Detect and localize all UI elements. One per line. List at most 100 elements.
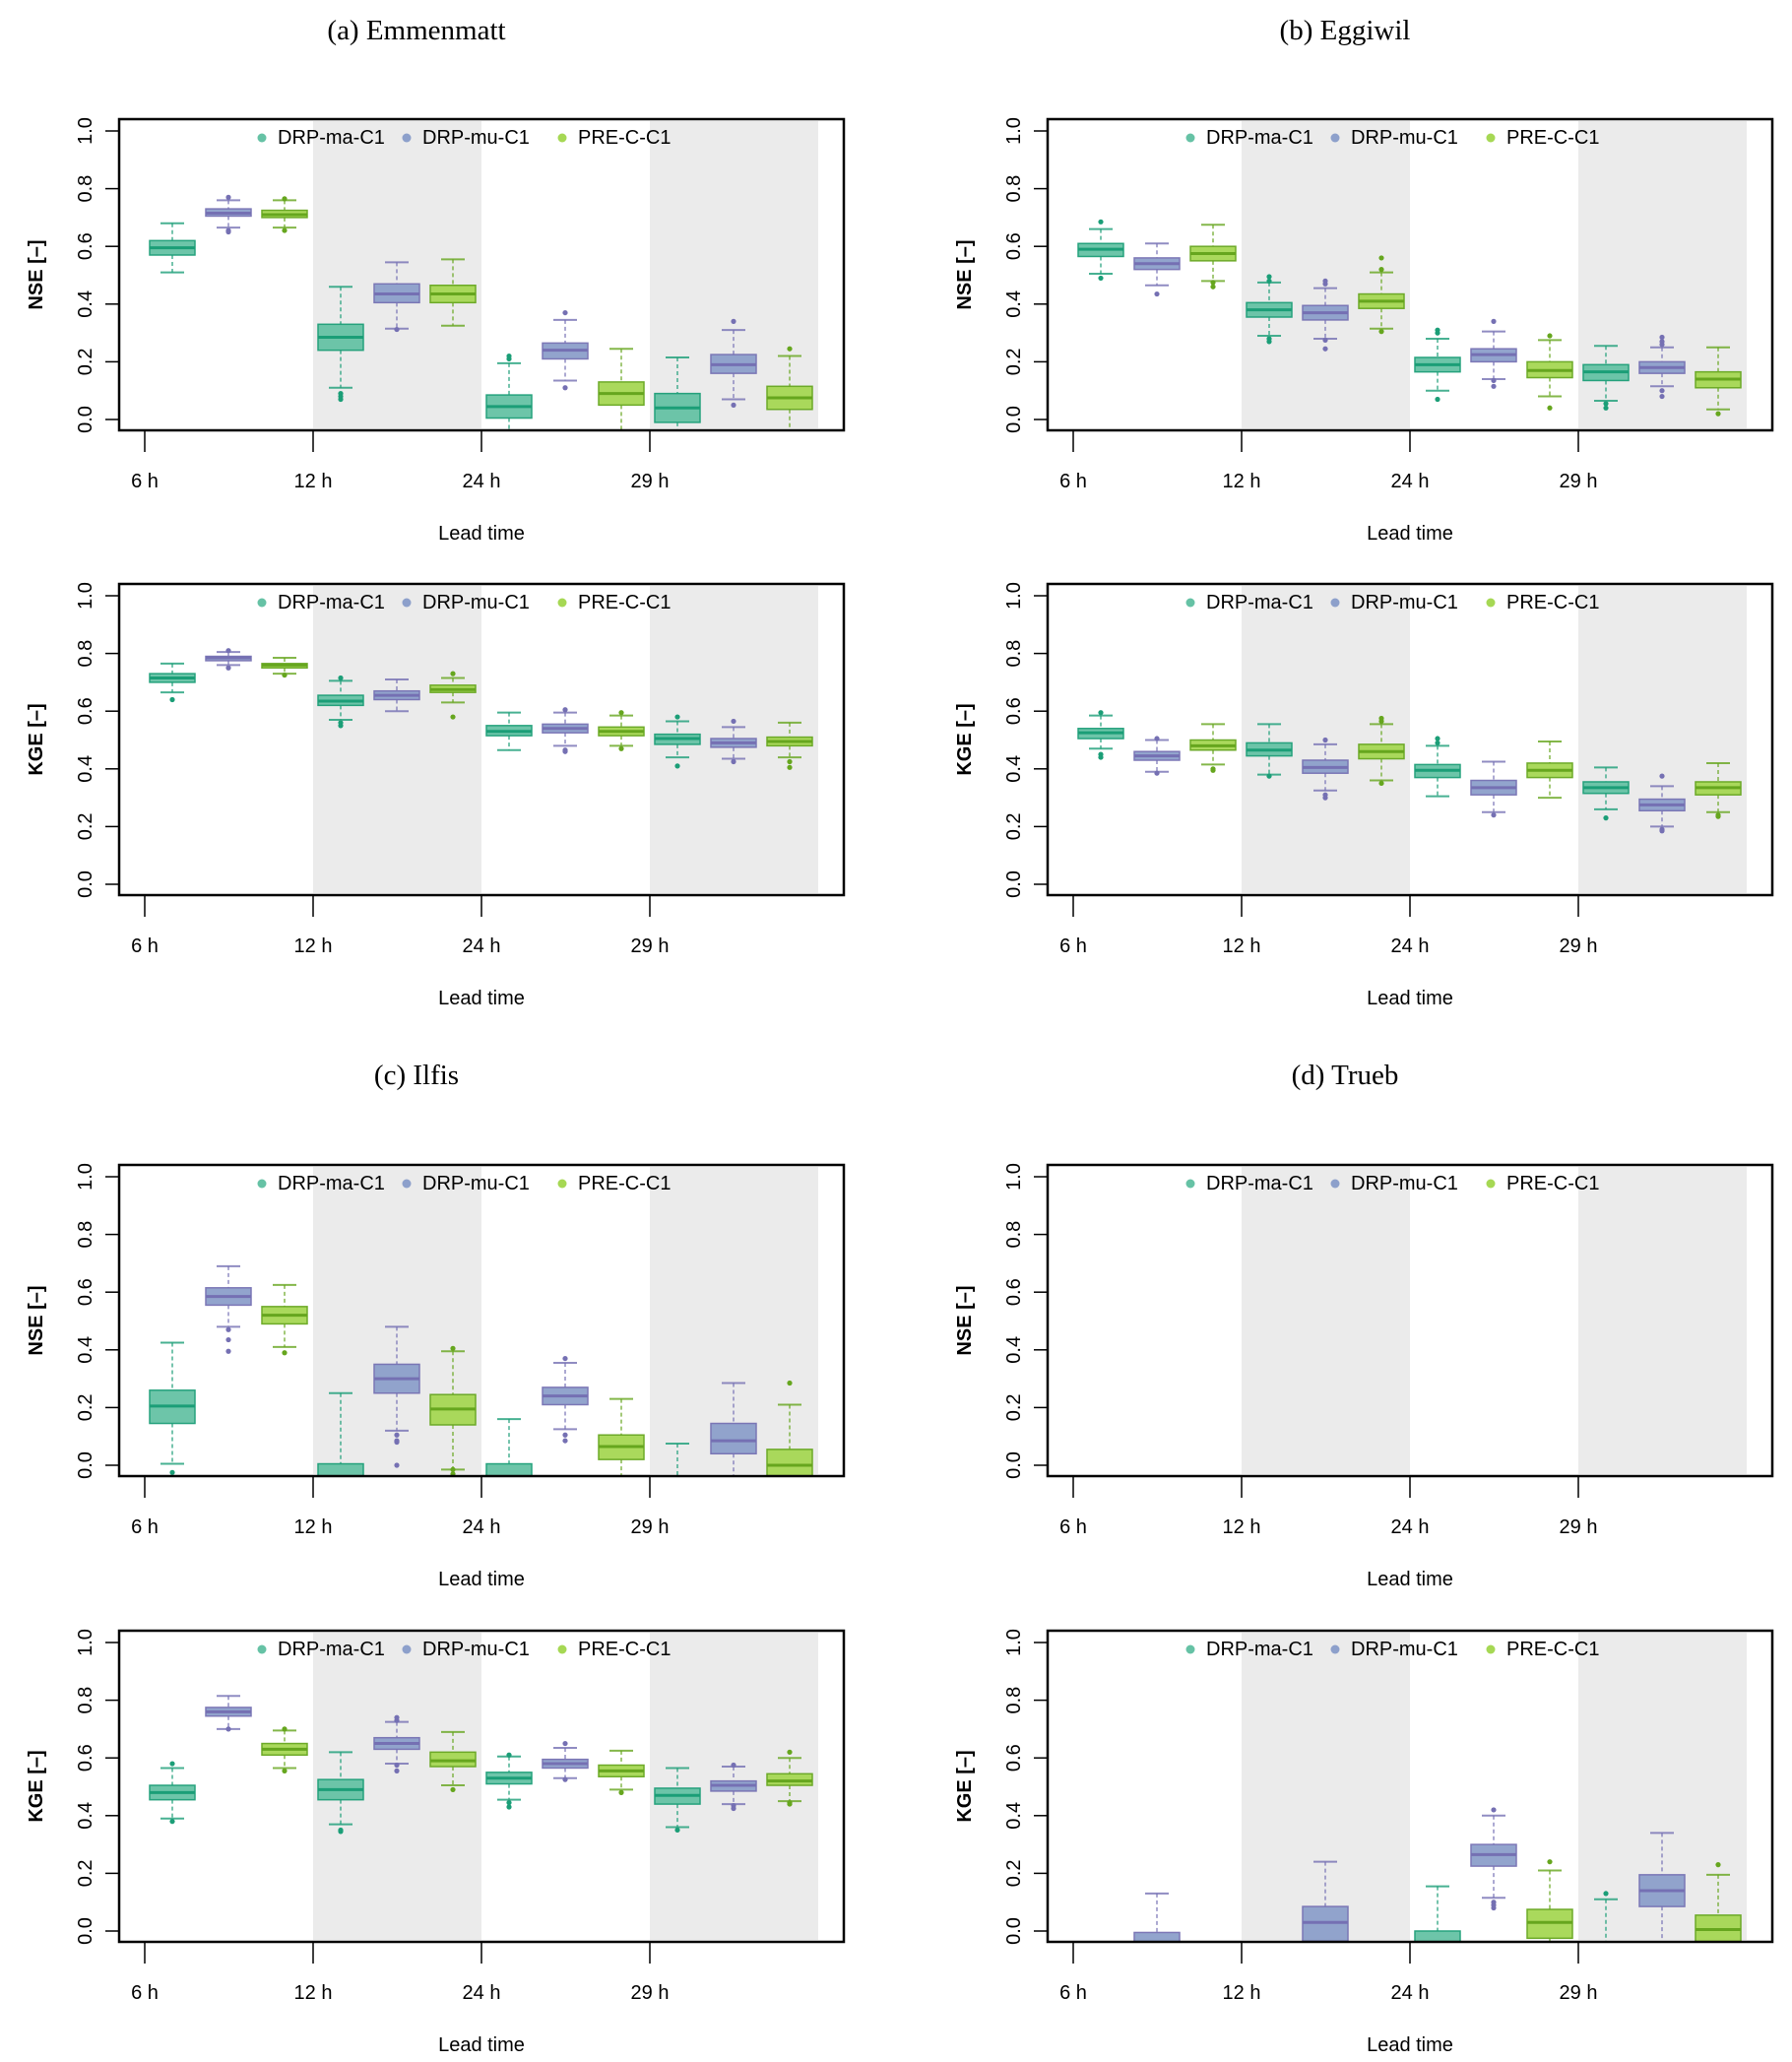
legend-label: PRE-C-C1 <box>578 592 671 613</box>
panel-c-kge: 0.0 0.2 0.4 0.6 0.8 1.0 KGE [–] 6 h 12 h 24 h 29 h… <box>26 1629 846 2056</box>
outlier-point <box>225 1726 231 1732</box>
x-tick-label: 29 h <box>631 1516 670 1538</box>
box-drp-ma-c1-29h <box>654 356 701 430</box>
outlier-point <box>1491 1904 1497 1911</box>
box-pre-c-c1-29h <box>1695 761 1742 819</box>
outlier-point <box>674 763 680 769</box>
box-drp-ma-c1-12h <box>317 286 364 403</box>
legend-marker-icon <box>1486 1179 1496 1189</box>
outlier-point <box>562 1776 568 1782</box>
outlier-point <box>1266 773 1272 779</box>
legend-marker-icon <box>1330 1179 1340 1189</box>
outlier-point <box>731 1805 736 1812</box>
box-drp-ma-c1-12h <box>317 1391 364 1476</box>
outlier-point <box>1491 377 1497 384</box>
outlier-point <box>1603 401 1609 407</box>
x-tick-label: 29 h <box>631 471 670 492</box>
x-tick-label: 6 h <box>131 1516 159 1538</box>
x-axis-label: Lead time <box>438 988 525 1009</box>
box-layer <box>149 1695 813 1835</box>
outlier-point <box>1603 815 1609 821</box>
box-drp-ma-c1-6h <box>1077 710 1124 760</box>
outlier-point <box>1659 388 1665 394</box>
legend-label: PRE-C-C1 <box>1506 592 1599 613</box>
legend-label: DRP-ma-C1 <box>1206 592 1313 613</box>
x-tick-label: 24 h <box>463 1516 501 1538</box>
panel-title: (a) Emmenmatt <box>327 15 505 46</box>
box-drp-mu-c1-6h <box>1133 242 1181 297</box>
outlier-point <box>225 194 231 200</box>
legend-marker-icon <box>402 1179 412 1189</box>
box-drp-ma-c1-24h <box>485 353 533 430</box>
outlier-point <box>562 1355 568 1362</box>
legend-label: DRP-mu-C1 <box>422 592 530 613</box>
panel-title: (d) Trueb <box>1292 1060 1399 1091</box>
legend-item: PRE-C-C1 <box>1486 592 1599 613</box>
y-tick-label: 0.2 <box>1003 348 1025 375</box>
x-axis-label: Lead time <box>1367 523 1453 545</box>
box-pre-c-c1-29h <box>766 1380 813 1476</box>
outlier-point <box>338 396 344 403</box>
y-tick-label: 0.6 <box>75 1278 96 1306</box>
box-pre-c-c1-29h <box>766 721 813 770</box>
x-axis-label: Lead time <box>438 523 525 545</box>
legend-label: DRP-ma-C1 <box>1206 127 1313 149</box>
box-drp-ma-c1-29h <box>1594 1891 1618 1942</box>
box-layer <box>149 648 813 770</box>
legend-marker-icon <box>1486 1644 1496 1654</box>
x-tick-label: 24 h <box>1391 1516 1430 1538</box>
y-tick-label: 0.0 <box>1003 406 1025 433</box>
x-tick-label: 29 h <box>1560 1982 1598 2004</box>
y-tick-label: 0.6 <box>75 697 96 725</box>
outlier-point <box>169 1819 175 1825</box>
box-pre-c-c1-29h <box>1695 346 1742 417</box>
box-pre-c-c1-6h <box>261 196 308 233</box>
outlier-point <box>562 1432 568 1438</box>
outlier-point <box>394 1432 400 1438</box>
legend-marker-icon <box>1185 1644 1195 1654</box>
box-drp-ma-c1-29h <box>654 714 701 769</box>
outlier-point <box>225 648 231 654</box>
legend-marker-icon <box>1486 598 1496 608</box>
outlier-point <box>1378 718 1384 725</box>
outlier-point <box>618 745 624 751</box>
x-tick-label: 29 h <box>631 935 670 957</box>
x-tick-label: 6 h <box>131 1982 159 2004</box>
outlier-point <box>618 1789 624 1795</box>
outlier-point <box>394 326 400 333</box>
outlier-point <box>787 1380 793 1386</box>
y-tick-label: 0.8 <box>75 175 96 203</box>
x-tick-label: 12 h <box>294 1982 333 2004</box>
box-body <box>766 1449 813 1476</box>
outlier-point <box>450 1345 456 1351</box>
outlier-point <box>1154 290 1160 297</box>
legend-label: DRP-ma-C1 <box>278 592 385 613</box>
y-tick-label: 0.6 <box>1003 1278 1025 1306</box>
box-drp-mu-c1-29h <box>710 318 757 408</box>
legend-marker-icon <box>402 133 412 143</box>
legend-marker-icon <box>557 133 567 143</box>
box-drp-mu-c1-12h <box>373 1714 420 1773</box>
y-tick-label: 1.0 <box>75 1163 96 1191</box>
legend-item: DRP-mu-C1 <box>402 592 530 613</box>
legend-item: DRP-mu-C1 <box>402 127 530 149</box>
legend-item: PRE-C-C1 <box>1486 1639 1599 1660</box>
x-tick-label: 6 h <box>1059 935 1087 957</box>
outlier-point <box>1378 267 1384 273</box>
box-drp-ma-c1-29h <box>1582 345 1630 411</box>
x-tick-label: 12 h <box>1223 1516 1261 1538</box>
x-tick-label: 29 h <box>1560 1516 1598 1538</box>
box-drp-mu-c1-12h <box>1302 737 1349 801</box>
outlier-point <box>1266 339 1272 345</box>
legend-label: DRP-ma-C1 <box>278 1173 385 1194</box>
legend-marker-icon <box>557 1644 567 1654</box>
outlier-point <box>1098 754 1104 760</box>
box-pre-c-c1-12h <box>429 1730 477 1793</box>
legend-label: DRP-mu-C1 <box>422 1639 530 1660</box>
box-body <box>1133 1931 1181 1942</box>
box-drp-mu-c1-24h <box>542 1355 589 1444</box>
outlier-point <box>1715 1862 1721 1868</box>
outlier-point <box>562 309 568 316</box>
box-pre-c-c1-24h <box>598 710 645 751</box>
